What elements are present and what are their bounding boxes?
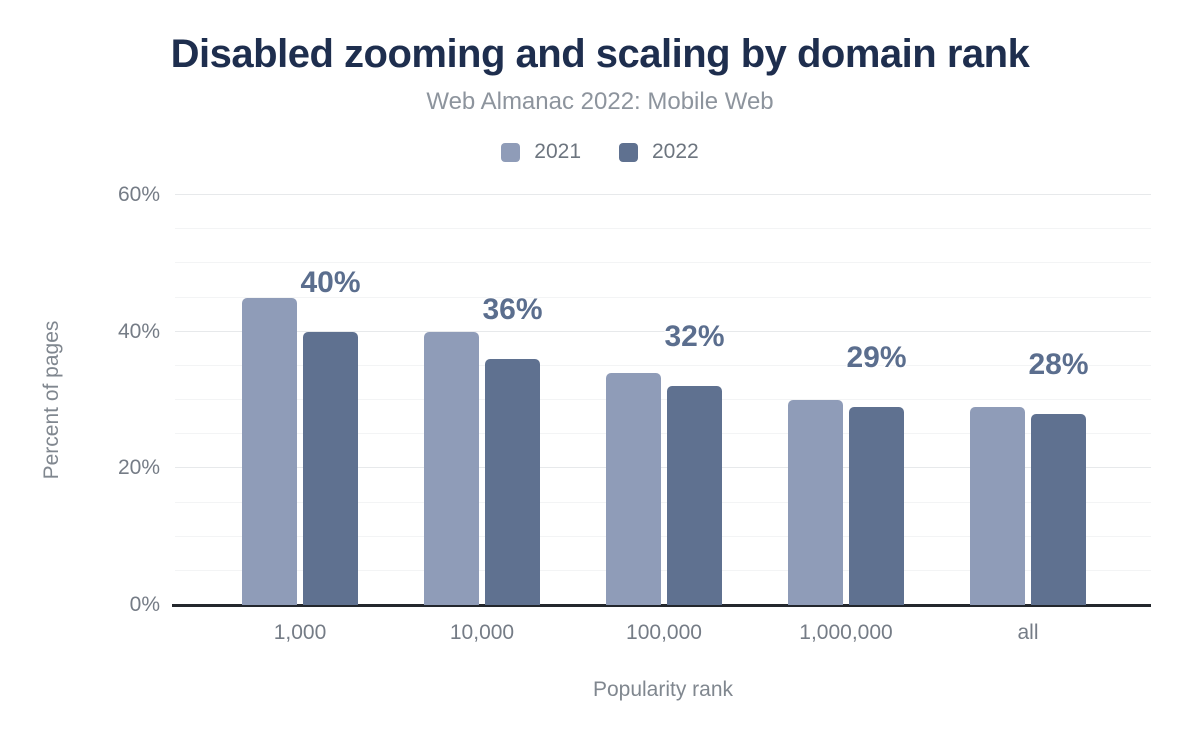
bar-2021-100000 <box>606 372 661 605</box>
gridline-minor <box>175 296 1151 298</box>
legend-swatch-2022 <box>619 142 638 162</box>
bar-2022-1000000 <box>849 406 904 605</box>
gridline-minor <box>175 262 1151 264</box>
legend-item-2022: 2022 <box>619 140 699 164</box>
x-tick-label-all: all <box>1017 621 1039 644</box>
bar-2021-all <box>970 406 1025 605</box>
gridline-major <box>175 330 1151 332</box>
y-tick-label: 60% <box>117 183 160 206</box>
x-tick-label-1000000: 1,000,000 <box>799 621 893 644</box>
data-label-1000: 40% <box>300 265 361 299</box>
bar-2021-10000 <box>424 331 479 605</box>
y-tick-label: 0% <box>129 593 160 616</box>
x-tick-label-1000: 1,000 <box>273 621 327 644</box>
gridline-minor <box>175 364 1151 366</box>
legend-label-2021: 2021 <box>534 140 581 163</box>
y-tick-label: 20% <box>117 456 160 480</box>
x-axis-title: Popularity rank <box>592 678 734 701</box>
chart-subtitle: Web Almanac 2022: Mobile Web <box>426 88 774 115</box>
bar-2021-1000000 <box>788 400 843 605</box>
bar-2022-100000 <box>667 386 722 605</box>
bar-2022-all <box>1031 413 1086 605</box>
data-label-100000: 32% <box>664 320 725 354</box>
x-axis-line <box>172 604 1151 607</box>
x-tick-label-10000: 10,000 <box>449 621 515 644</box>
legend-swatch-2021 <box>501 142 521 162</box>
gridline-minor <box>175 569 1151 571</box>
bar-2022-1000 <box>303 331 358 605</box>
data-label-1000000: 29% <box>846 340 907 374</box>
legend: 2021 2022 <box>0 140 1200 164</box>
plot-area: 40% 1,000 36% 10,000 32% 100,000 29% 1,000,000 2… <box>172 194 1151 644</box>
data-label-10000: 36% <box>482 293 543 326</box>
data-label-all: 28% <box>1028 347 1089 381</box>
gridline-minor <box>175 433 1151 435</box>
gridline-minor <box>175 228 1151 230</box>
gridline-major <box>175 467 1151 469</box>
x-tick-label-100000: 100,000 <box>626 621 702 644</box>
gridline-minor <box>175 501 1151 503</box>
bar-2021-1000 <box>242 297 297 605</box>
y-tick-label: 40% <box>117 319 160 343</box>
legend-label-2022: 2022 <box>652 140 699 163</box>
gridline-minor <box>175 535 1151 537</box>
gridline-minor <box>175 399 1151 400</box>
chart-title: Disabled zooming and scaling by domain r… <box>170 32 1030 76</box>
bar-2022-10000 <box>485 359 540 605</box>
gridline-major <box>175 194 1151 195</box>
legend-item-2021: 2021 <box>501 140 581 164</box>
